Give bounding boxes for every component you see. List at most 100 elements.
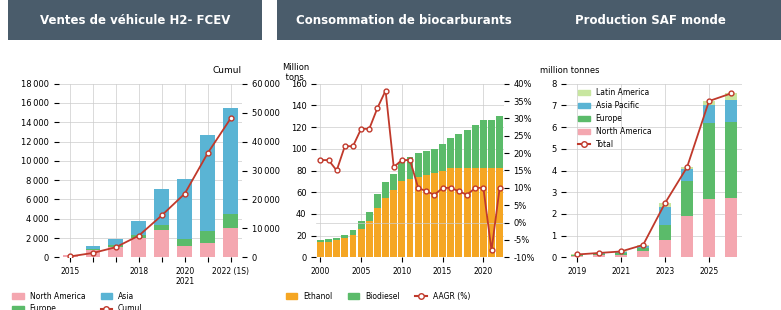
Legend: North America, Europe, Asia, Cumul: North America, Europe, Asia, Cumul bbox=[9, 289, 146, 310]
Bar bbox=[155, 230, 169, 257]
Bar bbox=[725, 122, 737, 198]
Bar bbox=[177, 179, 192, 239]
Bar bbox=[615, 252, 627, 253]
Bar bbox=[358, 229, 365, 257]
Bar bbox=[439, 144, 446, 170]
Legend: Ethanol, Biodiesel, AAGR (%): Ethanol, Biodiesel, AAGR (%) bbox=[283, 289, 473, 304]
Bar bbox=[415, 153, 422, 177]
Bar bbox=[374, 208, 381, 257]
Bar bbox=[593, 255, 605, 257]
Bar bbox=[131, 235, 146, 238]
Bar bbox=[341, 238, 348, 257]
Bar bbox=[366, 212, 373, 221]
Bar bbox=[86, 249, 101, 250]
Bar bbox=[659, 203, 671, 207]
Bar bbox=[350, 234, 356, 257]
Bar bbox=[382, 198, 389, 257]
Bar bbox=[333, 238, 341, 240]
Bar bbox=[423, 175, 430, 257]
Bar bbox=[448, 168, 455, 257]
Bar bbox=[431, 173, 438, 257]
Bar bbox=[681, 181, 693, 216]
Text: Million
 tons: Million tons bbox=[283, 63, 310, 82]
Bar bbox=[431, 149, 438, 173]
Bar bbox=[109, 245, 123, 247]
Bar bbox=[317, 242, 324, 257]
Bar bbox=[725, 93, 737, 100]
Bar bbox=[366, 221, 373, 257]
Bar bbox=[407, 157, 413, 179]
Bar bbox=[472, 168, 479, 257]
Bar bbox=[223, 108, 238, 214]
Bar bbox=[398, 162, 405, 181]
Bar bbox=[200, 243, 215, 257]
Bar bbox=[593, 253, 605, 254]
Bar bbox=[155, 189, 169, 225]
Bar bbox=[681, 169, 693, 181]
Bar bbox=[223, 214, 238, 228]
Bar bbox=[448, 138, 455, 168]
Text: Cumul: Cumul bbox=[213, 66, 242, 75]
Bar bbox=[439, 170, 446, 257]
Bar bbox=[341, 234, 348, 238]
Bar bbox=[131, 221, 146, 235]
Bar bbox=[637, 246, 649, 247]
Text: Ventes de véhicule H2- FCEV: Ventes de véhicule H2- FCEV bbox=[40, 14, 230, 27]
Bar bbox=[415, 177, 422, 257]
Bar bbox=[488, 119, 495, 168]
Bar bbox=[177, 246, 192, 257]
Bar bbox=[86, 246, 101, 249]
Bar bbox=[659, 240, 671, 257]
Bar bbox=[480, 119, 487, 168]
Bar bbox=[333, 240, 341, 257]
Bar bbox=[703, 199, 715, 257]
Bar bbox=[637, 251, 649, 257]
Bar bbox=[455, 168, 462, 257]
Text: Consommation de biocarburants: Consommation de biocarburants bbox=[296, 14, 512, 27]
Bar bbox=[615, 255, 627, 257]
Bar bbox=[464, 130, 470, 168]
Bar bbox=[358, 221, 365, 229]
Bar bbox=[681, 216, 693, 257]
Bar bbox=[423, 151, 430, 175]
Text: Production SAF monde: Production SAF monde bbox=[575, 14, 726, 27]
Bar bbox=[155, 225, 169, 230]
Bar bbox=[109, 239, 123, 245]
Bar bbox=[637, 245, 649, 246]
Bar bbox=[455, 134, 462, 168]
Bar bbox=[615, 253, 627, 255]
Bar bbox=[390, 190, 398, 257]
Bar bbox=[200, 135, 215, 231]
Bar bbox=[571, 256, 583, 257]
Bar bbox=[472, 125, 479, 168]
Bar bbox=[390, 174, 398, 190]
Bar bbox=[374, 194, 381, 208]
Bar bbox=[593, 254, 605, 255]
Bar bbox=[177, 239, 192, 246]
Bar bbox=[659, 207, 671, 225]
Bar bbox=[725, 100, 737, 122]
Bar bbox=[659, 225, 671, 240]
Bar bbox=[496, 116, 503, 168]
Bar bbox=[200, 231, 215, 243]
Bar bbox=[681, 167, 693, 169]
Bar bbox=[496, 168, 503, 257]
Bar bbox=[325, 241, 332, 257]
Text: million tonnes: million tonnes bbox=[540, 66, 599, 75]
Bar bbox=[382, 182, 389, 198]
Bar bbox=[480, 168, 487, 257]
Bar bbox=[350, 230, 356, 234]
Bar bbox=[637, 247, 649, 251]
Bar bbox=[62, 255, 77, 257]
Bar bbox=[131, 238, 146, 257]
Bar bbox=[571, 255, 583, 256]
Legend: Latin America, Asia Pacific, Europe, North America, Total: Latin America, Asia Pacific, Europe, Nor… bbox=[575, 86, 654, 152]
Bar bbox=[703, 123, 715, 199]
Bar bbox=[725, 198, 737, 257]
Bar bbox=[407, 179, 413, 257]
Bar bbox=[86, 250, 101, 257]
Bar bbox=[109, 247, 123, 257]
Bar bbox=[464, 168, 470, 257]
Bar bbox=[317, 240, 324, 242]
Bar bbox=[223, 228, 238, 257]
